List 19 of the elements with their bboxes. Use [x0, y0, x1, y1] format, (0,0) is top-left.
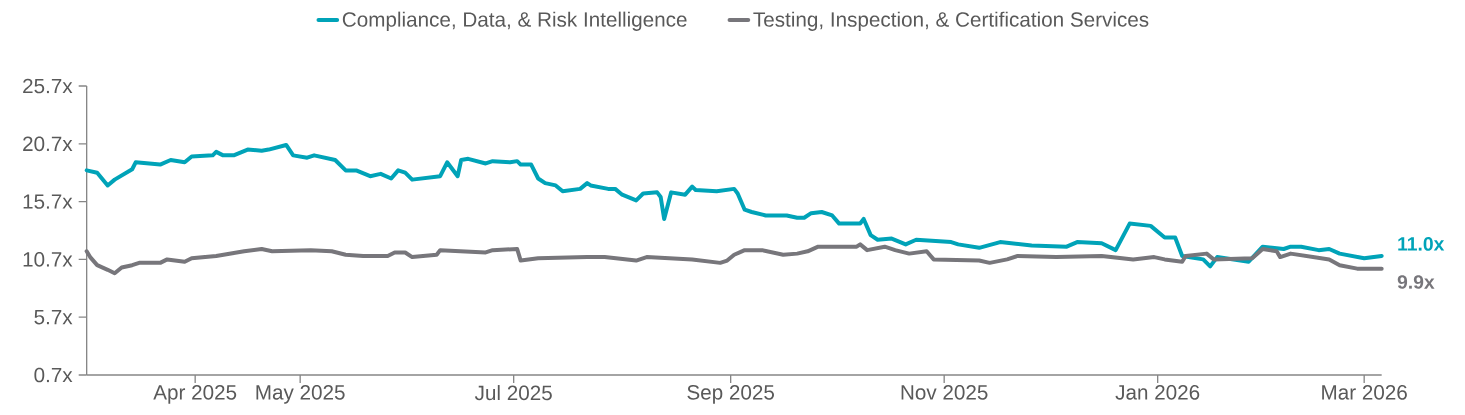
annotation: 9.9x	[1397, 275, 1435, 289]
x-tick-label: Sep 2025	[687, 385, 775, 404]
y-tick-label: 5.7x	[34, 309, 73, 325]
x-tick-label: Apr 2025	[153, 385, 237, 404]
x-tick-label: Mar 2026	[1322, 385, 1407, 400]
x-tick-label: Jan 2026	[1115, 385, 1200, 400]
line-series	[84, 242, 1384, 276]
y-tick-label: 0.7x	[34, 367, 73, 383]
y-tick-label: 25.7x	[23, 78, 73, 94]
x-tick-label: Jul 2025	[474, 385, 552, 401]
annotation: 11.0x	[1398, 237, 1445, 251]
legend-label: Testing, Inspection, & Certification Services	[753, 11, 1149, 31]
y-tick-label: 20.7x	[23, 136, 73, 152]
x-tick-label: May 2025	[256, 385, 345, 404]
x-tick-label: Nov 2025	[901, 385, 988, 400]
legend-label: Compliance, Data, & Risk Intelligence	[342, 11, 687, 31]
line-series	[84, 142, 1384, 269]
y-tick-label: 10.7x	[23, 252, 73, 267]
y-tick-label: 15.7x	[23, 194, 73, 209]
